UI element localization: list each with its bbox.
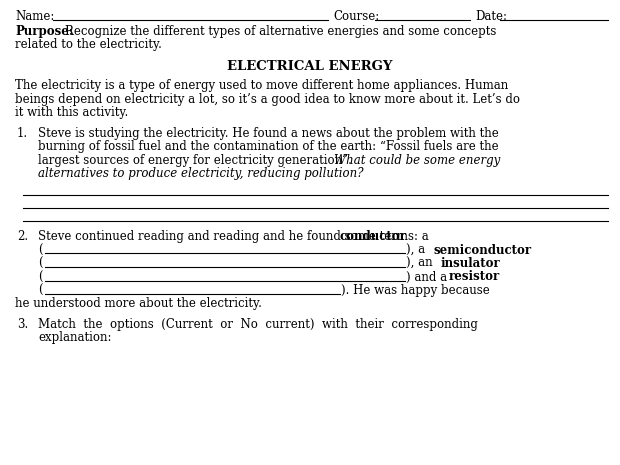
Text: resistor: resistor (449, 271, 500, 284)
Text: ). He was happy because: ). He was happy because (341, 284, 490, 297)
Text: Recognize the different types of alternative energies and some concepts: Recognize the different types of alterna… (65, 25, 497, 38)
Text: beings depend on electricity a lot, so it’s a good idea to know more about it. L: beings depend on electricity a lot, so i… (15, 93, 520, 106)
Text: he understood more about the electricity.: he understood more about the electricity… (15, 298, 262, 311)
Text: 2.: 2. (17, 230, 28, 243)
Text: Name:: Name: (15, 10, 55, 23)
Text: (: ( (38, 284, 43, 297)
Text: it with this activity.: it with this activity. (15, 106, 128, 119)
Text: Steve continued reading and reading and he found some terms: a: Steve continued reading and reading and … (38, 230, 433, 243)
Text: conductor: conductor (340, 230, 407, 243)
Text: ) and a: ) and a (406, 271, 451, 284)
Text: ), a: ), a (406, 244, 429, 257)
Text: insulator: insulator (441, 257, 501, 270)
Text: alternatives to produce electricity, reducing pollution?: alternatives to produce electricity, red… (38, 167, 363, 180)
Text: Date:: Date: (475, 10, 507, 23)
Text: (: ( (38, 271, 43, 284)
Text: Purpose:: Purpose: (15, 25, 73, 38)
Text: (: ( (38, 257, 43, 270)
Text: 1.: 1. (17, 126, 28, 140)
Text: ), an: ), an (406, 257, 436, 270)
Text: burning of fossil fuel and the contamination of the earth: “Fossil fuels are the: burning of fossil fuel and the contamina… (38, 140, 498, 153)
Text: explanation:: explanation: (38, 332, 112, 345)
Text: related to the electricity.: related to the electricity. (15, 38, 162, 51)
Text: What could be some energy: What could be some energy (334, 153, 500, 166)
Text: largest sources of energy for electricity generation”.: largest sources of energy for electricit… (38, 153, 356, 166)
Text: (: ( (38, 244, 43, 257)
Text: Steve is studying the electricity. He found a news about the problem with the: Steve is studying the electricity. He fo… (38, 126, 498, 140)
Text: Match  the  options  (Current  or  No  current)  with  their  corresponding: Match the options (Current or No current… (38, 318, 478, 331)
Text: ELECTRICAL ENERGY: ELECTRICAL ENERGY (228, 60, 392, 73)
Text: semiconductor: semiconductor (433, 244, 531, 257)
Text: The electricity is a type of energy used to move different home appliances. Huma: The electricity is a type of energy used… (15, 79, 508, 92)
Text: Course:: Course: (333, 10, 379, 23)
Text: 3.: 3. (17, 318, 29, 331)
